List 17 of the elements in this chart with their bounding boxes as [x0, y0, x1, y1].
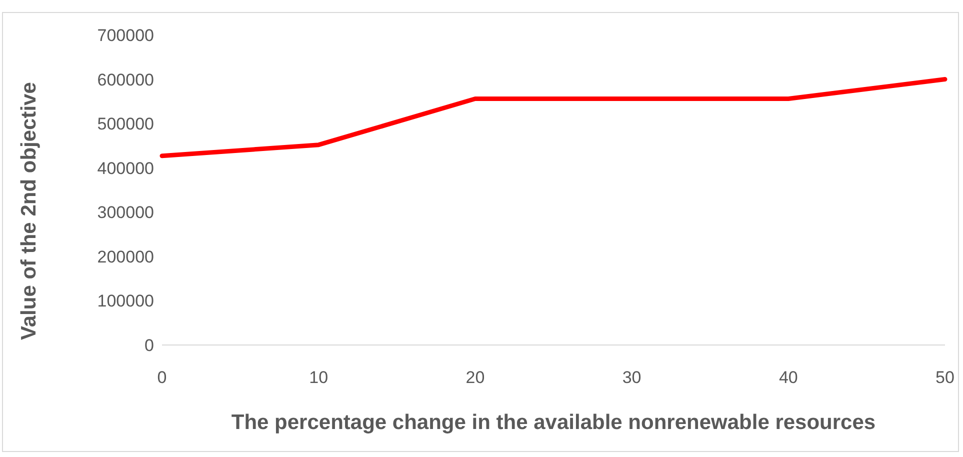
x-tick-label: 20 [466, 368, 485, 388]
y-tick-label: 700000 [97, 26, 154, 46]
x-tick-label: 40 [778, 368, 798, 388]
y-axis-title: Value of the 2nd objective [17, 82, 40, 340]
line-series [160, 77, 948, 158]
x-tick-label: 0 [157, 368, 167, 388]
x-tick-label: 50 [936, 368, 954, 388]
x-axis-title: The percentage change in the available nonrenewable resources [231, 411, 876, 434]
y-tick-label: 500000 [97, 114, 154, 134]
y-tick-label: 300000 [97, 203, 154, 222]
x-tick-label: 30 [622, 368, 642, 388]
y-tick-label: 200000 [97, 247, 154, 266]
y-tick-label: 600000 [97, 70, 154, 90]
y-tick-label: 400000 [97, 158, 154, 178]
x-tick-label: 10 [309, 368, 328, 388]
y-tick-label: 100000 [97, 292, 154, 311]
y-tick-label: 0 [144, 336, 154, 356]
